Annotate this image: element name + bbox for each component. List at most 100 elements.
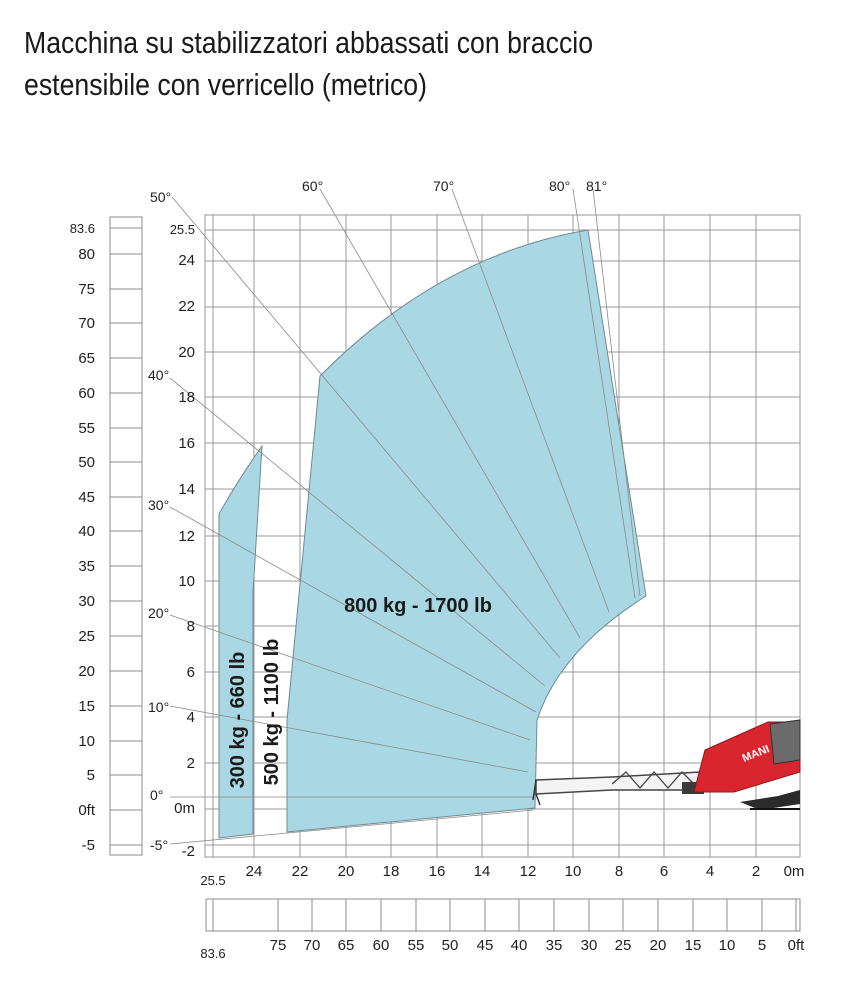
y-axis-ft-label: 40 xyxy=(78,523,95,540)
y-axis-metric-label: 16 xyxy=(178,435,195,452)
boom-angle-line xyxy=(572,188,636,599)
y-axis-metric-label: 6 xyxy=(187,664,195,681)
y-axis-metric-label: 18 xyxy=(178,389,195,406)
x-axis-metric-label: 14 xyxy=(474,863,491,880)
x-axis-metric-label: 6 xyxy=(660,863,668,880)
y-axis-metric-label: 8 xyxy=(187,618,195,635)
x-axis-metric-label: 16 xyxy=(429,863,446,880)
y-axis-metric-label: 0m xyxy=(174,800,195,817)
x-axis-metric-label: 4 xyxy=(706,863,714,880)
boom-angle-label: 40° xyxy=(148,367,169,383)
y-axis-ft-label: -5 xyxy=(82,837,95,854)
boom-angle-line xyxy=(592,188,641,597)
y-axis-ft-label: 65 xyxy=(78,350,95,367)
y-axis-metric-label: -2 xyxy=(182,843,195,860)
boom-angle-label: -5° xyxy=(150,837,168,853)
y-axis-ft-label: 45 xyxy=(78,489,95,506)
y-axis-ft-label: 75 xyxy=(78,281,95,298)
y-axis-ft-label: 80 xyxy=(78,246,95,263)
y-axis-metric-label: 2 xyxy=(187,755,195,772)
winch-hook xyxy=(532,779,541,806)
boom-angle-label: 20° xyxy=(148,605,169,621)
x-axis-ft-label: 40 xyxy=(511,937,528,954)
boom-angle-line xyxy=(319,188,581,639)
x-axis-ft-ruler xyxy=(205,898,801,932)
x-axis-ft-label: 70 xyxy=(304,937,321,954)
boom-angle-label: 70° xyxy=(433,178,454,194)
x-axis-metric-label: 20 xyxy=(338,863,355,880)
y-axis-metric-label: 25.5 xyxy=(170,222,195,237)
title-line-1: Macchina su stabilizzatori abbassati con… xyxy=(24,25,594,60)
y-axis-metric-label: 14 xyxy=(178,481,195,498)
zone-300kg-area xyxy=(218,444,263,839)
jib-lattice xyxy=(611,771,697,789)
x-axis-ft-label: 35 xyxy=(546,937,563,954)
y-axis-metric-label: 20 xyxy=(178,344,195,361)
x-axis-ft-label: 83.6 xyxy=(200,946,225,961)
x-axis-metric-label: 10 xyxy=(565,863,582,880)
x-axis-ft-label: 20 xyxy=(650,937,667,954)
boom-angle-line xyxy=(169,377,546,687)
x-axis-ft-label: 25 xyxy=(615,937,632,954)
y-axis-ft-label: 50 xyxy=(78,454,95,471)
boom-angle-label: 50° xyxy=(150,189,171,205)
boom-angle-line xyxy=(169,506,537,713)
boom-angle-line xyxy=(169,809,534,845)
y-axis-ft-ruler xyxy=(109,216,143,856)
x-axis-metric-label: 0m xyxy=(784,863,805,880)
x-axis-ft-label: 30 xyxy=(581,937,598,954)
x-axis-metric-label: 2 xyxy=(752,863,760,880)
y-axis-metric-label: 12 xyxy=(178,528,195,545)
y-axis-ft-label: 20 xyxy=(78,663,95,680)
y-axis-ft-label: 60 xyxy=(78,385,95,402)
boom-angle-line xyxy=(169,614,531,741)
x-axis-ft-label: 75 xyxy=(270,937,287,954)
y-axis-metric-label: 22 xyxy=(178,298,195,315)
telehandler-machine: MANI xyxy=(532,719,801,810)
title-line-2: estensibile con verricello (metrico) xyxy=(24,67,428,102)
boom-angle-label: 81° xyxy=(586,178,607,194)
y-axis-ft-label: 55 xyxy=(78,420,95,437)
y-axis-metric-label: 4 xyxy=(187,709,195,726)
y-axis-ft-label: 83.6 xyxy=(70,221,95,236)
y-axis-ft-label: 30 xyxy=(78,593,95,610)
boom-angle-label: 30° xyxy=(148,497,169,513)
chart-axes: 25.5242220181614121086420m-283.680757065… xyxy=(70,216,806,961)
x-axis-ft-label: 10 xyxy=(719,937,736,954)
zone-800kg-area xyxy=(286,229,647,833)
y-axis-ft-label: 25 xyxy=(78,628,95,645)
x-axis-ft-label: 50 xyxy=(442,937,459,954)
operator-cab xyxy=(769,719,801,765)
x-axis-metric-label: 22 xyxy=(292,863,309,880)
y-axis-metric-label: 10 xyxy=(178,573,195,590)
x-axis-metric-label: 8 xyxy=(615,863,623,880)
diagram-title: Macchina su stabilizzatori abbassati con… xyxy=(24,22,712,106)
y-axis-ft-label: 0ft xyxy=(78,802,96,819)
boom-angle-line xyxy=(171,196,561,659)
load-zones xyxy=(218,229,647,839)
boom-angle-label: 10° xyxy=(148,699,169,715)
y-axis-ft-label: 15 xyxy=(78,698,95,715)
x-axis-ft-label: 60 xyxy=(373,937,390,954)
boom-angle-label: 80° xyxy=(549,178,570,194)
x-axis-ft-label: 65 xyxy=(338,937,355,954)
chart-frame xyxy=(204,214,801,858)
boom-angle-label: 60° xyxy=(302,178,323,194)
x-axis-ft-label: 15 xyxy=(685,937,702,954)
x-axis-metric-label: 18 xyxy=(383,863,400,880)
zone-labels: 300 kg - 660 lb 500 kg - 1100 lb 800 kg - … xyxy=(227,595,492,788)
x-axis-metric-label: 12 xyxy=(520,863,537,880)
zone-500kg-label: 500 kg - 1100 lb xyxy=(261,639,283,786)
zone-300kg-label: 300 kg - 660 lb xyxy=(227,652,249,789)
y-axis-ft-label: 70 xyxy=(78,315,95,332)
y-axis-ft-label: 35 xyxy=(78,558,95,575)
stabilizer-leg xyxy=(740,790,800,810)
x-axis-metric-label: 25.5 xyxy=(200,873,225,888)
boom-angle-line xyxy=(169,705,529,773)
y-axis-ft-label: 10 xyxy=(78,733,95,750)
x-axis-ft-label: 45 xyxy=(477,937,494,954)
boom-angle-lines: 81° 80° 70° 60° 50° 40° 30° 20° 10° 0° -5° xyxy=(148,178,641,853)
y-axis-ft-label: 5 xyxy=(87,767,95,784)
x-axis-ft-label: 0ft xyxy=(788,937,806,954)
